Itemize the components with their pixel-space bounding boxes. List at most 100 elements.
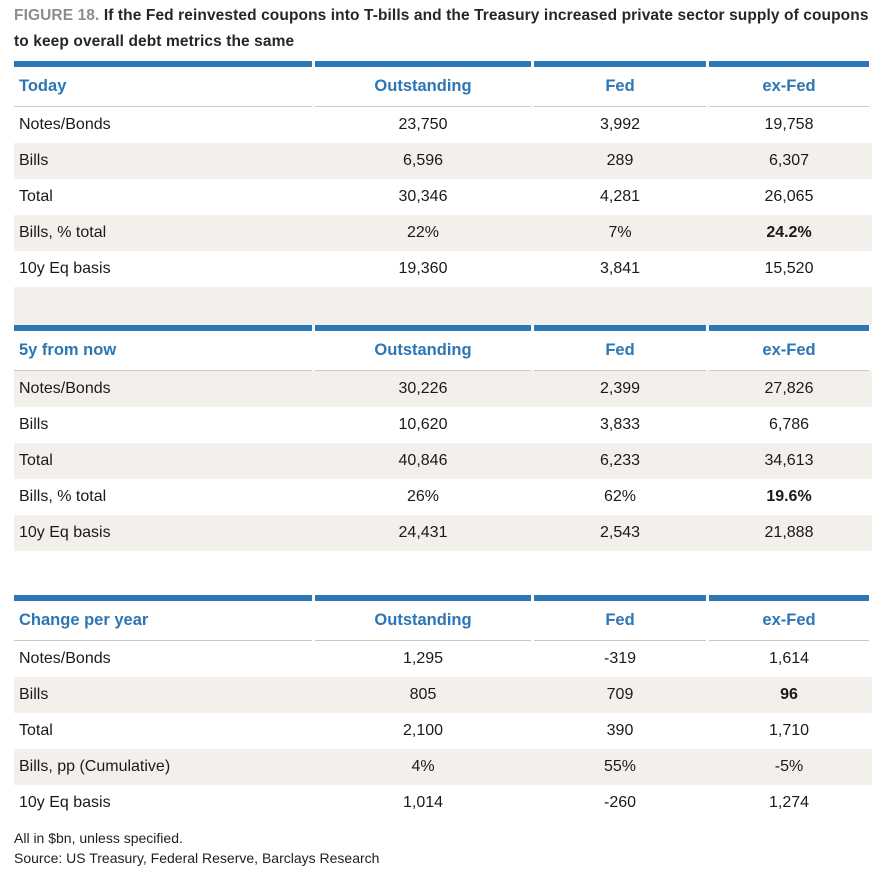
- cell-fed: -260: [603, 794, 637, 811]
- cell-exfed: -5%: [774, 758, 804, 775]
- cell-outstanding: 23,750: [398, 116, 448, 133]
- column-header-outstanding: Outstanding: [315, 61, 531, 107]
- cell-fed: 390: [606, 722, 634, 739]
- cell-exfed: 1,710: [768, 722, 810, 739]
- row-label: Total: [19, 452, 53, 469]
- footnotes: All in $bn, unless specified. Source: US…: [14, 828, 872, 868]
- table-row: 10y Eq basis 24,431 2,543 21,888: [14, 515, 872, 551]
- table-separator-band: [14, 287, 872, 325]
- cell-exfed: 15,520: [764, 260, 814, 277]
- column-header-exfed: ex-Fed: [709, 595, 869, 641]
- footnote-units: All in $bn, unless specified.: [14, 830, 183, 846]
- cell-fed: 4,281: [599, 188, 641, 205]
- cell-exfed: 19.6%: [766, 488, 812, 505]
- row-label: 10y Eq basis: [19, 260, 111, 277]
- cell-fed: -319: [603, 650, 637, 667]
- table-row: Notes/Bonds 1,295 -319 1,614: [14, 641, 872, 677]
- footnote-source: Source: US Treasury, Federal Reserve, Ba…: [14, 850, 380, 866]
- column-header-exfed: ex-Fed: [709, 61, 869, 107]
- table-row: Bills 805 709 96: [14, 677, 872, 713]
- cell-fed: 289: [606, 152, 634, 169]
- row-label: 10y Eq basis: [19, 524, 111, 541]
- table-row: Bills, % total 26% 62% 19.6%: [14, 479, 872, 515]
- row-label: Bills: [19, 416, 49, 433]
- cell-fed: 3,841: [599, 260, 641, 277]
- cell-outstanding: 30,346: [398, 188, 448, 205]
- table-row: Total 2,100 390 1,710: [14, 713, 872, 749]
- table-title: Today: [14, 61, 312, 107]
- cell-fed: 6,233: [599, 452, 641, 469]
- cell-fed: 62%: [603, 488, 637, 505]
- cell-outstanding: 4%: [411, 758, 435, 775]
- cell-fed: 709: [606, 686, 634, 703]
- cell-outstanding: 30,226: [398, 380, 448, 397]
- cell-exfed: 6,786: [768, 416, 810, 433]
- cell-outstanding: 19,360: [398, 260, 448, 277]
- cell-exfed: 24.2%: [766, 224, 812, 241]
- column-header-fed: Fed: [534, 61, 706, 107]
- column-header-outstanding: Outstanding: [315, 325, 531, 371]
- row-label: Bills, pp (Cumulative): [19, 758, 171, 775]
- row-label: Total: [19, 722, 53, 739]
- cell-outstanding: 26%: [406, 488, 440, 505]
- cell-outstanding: 22%: [406, 224, 440, 241]
- figure-number-label: FIGURE 18.: [14, 7, 100, 24]
- table-title: 5y from now: [14, 325, 312, 371]
- row-label: Bills: [19, 686, 49, 703]
- row-label: Bills, % total: [19, 488, 107, 505]
- table-5y-from-now: 5y from now Outstanding Fed ex-Fed Notes…: [14, 325, 872, 551]
- cell-exfed: 34,613: [764, 452, 814, 469]
- table-header-row: 5y from now Outstanding Fed ex-Fed: [14, 325, 872, 371]
- table-change-per-year: Change per year Outstanding Fed ex-Fed N…: [14, 595, 872, 821]
- figure-title: FIGURE 18. If the Fed reinvested coupons…: [14, 3, 872, 55]
- table-today: Today Outstanding Fed ex-Fed Notes/Bonds…: [14, 61, 872, 287]
- cell-outstanding: 805: [409, 686, 437, 703]
- table-row: Bills 6,596 289 6,307: [14, 143, 872, 179]
- table-row: Notes/Bonds 30,226 2,399 27,826: [14, 371, 872, 407]
- cell-fed: 3,833: [599, 416, 641, 433]
- cell-outstanding: 10,620: [398, 416, 448, 433]
- cell-fed: 2,399: [599, 380, 641, 397]
- row-label: Total: [19, 188, 53, 205]
- column-header-fed: Fed: [534, 325, 706, 371]
- row-label: Bills, % total: [19, 224, 107, 241]
- table-row: Total 30,346 4,281 26,065: [14, 179, 872, 215]
- cell-exfed: 21,888: [764, 524, 814, 541]
- cell-fed: 55%: [603, 758, 637, 775]
- table-row: 10y Eq basis 1,014 -260 1,274: [14, 785, 872, 821]
- cell-exfed: 1,274: [768, 794, 810, 811]
- cell-outstanding: 1,295: [402, 650, 444, 667]
- table-row: 10y Eq basis 19,360 3,841 15,520: [14, 251, 872, 287]
- row-label: Notes/Bonds: [19, 380, 111, 397]
- row-label: Notes/Bonds: [19, 650, 111, 667]
- cell-exfed: 26,065: [764, 188, 814, 205]
- table-row: Bills, pp (Cumulative) 4% 55% -5%: [14, 749, 872, 785]
- cell-exfed: 1,614: [768, 650, 810, 667]
- column-header-fed: Fed: [534, 595, 706, 641]
- table-row: Bills, % total 22% 7% 24.2%: [14, 215, 872, 251]
- cell-fed: 2,543: [599, 524, 641, 541]
- cell-exfed: 19,758: [764, 116, 814, 133]
- table-row: Notes/Bonds 23,750 3,992 19,758: [14, 107, 872, 143]
- cell-exfed: 6,307: [768, 152, 810, 169]
- column-header-exfed: ex-Fed: [709, 325, 869, 371]
- table-header-row: Change per year Outstanding Fed ex-Fed: [14, 595, 872, 641]
- cell-fed: 3,992: [599, 116, 641, 133]
- table-title: Change per year: [14, 595, 312, 641]
- cell-outstanding: 6,596: [402, 152, 444, 169]
- cell-outstanding: 2,100: [402, 722, 444, 739]
- cell-exfed: 96: [780, 686, 798, 703]
- table-row: Bills 10,620 3,833 6,786: [14, 407, 872, 443]
- row-label: 10y Eq basis: [19, 794, 111, 811]
- table-row: Total 40,846 6,233 34,613: [14, 443, 872, 479]
- row-label: Notes/Bonds: [19, 116, 111, 133]
- cell-outstanding: 1,014: [402, 794, 444, 811]
- cell-exfed: 27,826: [764, 380, 814, 397]
- cell-fed: 7%: [608, 224, 632, 241]
- table-separator-band: [14, 551, 872, 595]
- figure-title-text: If the Fed reinvested coupons into T-bil…: [14, 7, 869, 50]
- cell-outstanding: 40,846: [398, 452, 448, 469]
- row-label: Bills: [19, 152, 49, 169]
- table-header-row: Today Outstanding Fed ex-Fed: [14, 61, 872, 107]
